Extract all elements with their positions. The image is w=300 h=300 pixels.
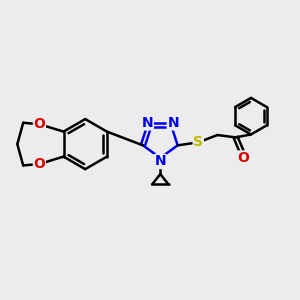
Text: O: O	[238, 151, 250, 165]
Text: O: O	[34, 157, 45, 171]
Text: S: S	[193, 135, 203, 149]
Text: N: N	[154, 154, 166, 169]
Text: N: N	[167, 116, 179, 130]
Text: N: N	[142, 116, 153, 130]
Text: O: O	[34, 117, 45, 131]
